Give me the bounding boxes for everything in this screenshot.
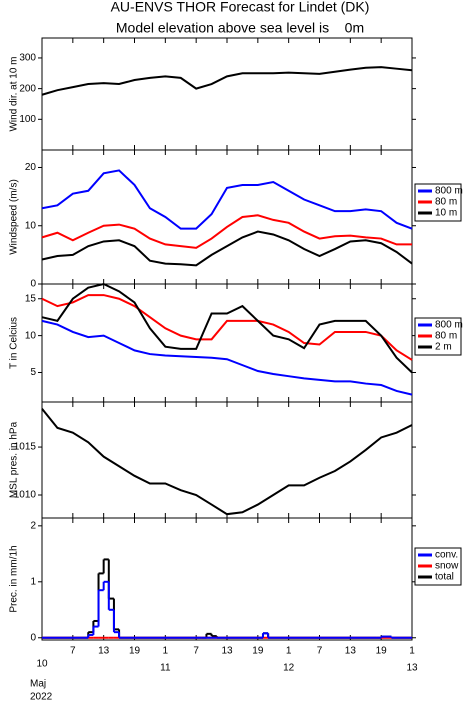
y-tick-label: 1 xyxy=(30,576,36,587)
x-tick-label: 7 xyxy=(70,646,76,657)
y-tick-label: 5 xyxy=(30,367,36,378)
x-tick-label: 19 xyxy=(252,646,264,657)
day-label: 11 xyxy=(160,663,171,674)
x-tick-label: 1 xyxy=(409,646,415,657)
x-tick-label: 1 xyxy=(163,646,169,657)
y-tick-label: 0 xyxy=(30,632,36,643)
series-line xyxy=(41,169,413,230)
y-axis-label: Windspeed (m/s) xyxy=(9,179,20,255)
y-tick-label: 10 xyxy=(25,330,37,341)
y-axis-label: Wind dir. at 10 m xyxy=(9,56,20,131)
y-axis-label: MSL pres. in hPa xyxy=(9,421,20,498)
panel-frame xyxy=(41,149,413,285)
panel-frame xyxy=(41,37,413,151)
y-tick-label: 15 xyxy=(25,293,37,304)
day-label: 10 xyxy=(36,659,48,670)
legend-label: total xyxy=(435,572,454,583)
legend-label: 80 m xyxy=(435,331,457,342)
x-tick-label: 19 xyxy=(129,646,141,657)
day-label: 12 xyxy=(283,663,295,674)
y-tick-label: 1015 xyxy=(14,442,37,453)
x-tick-label: 7 xyxy=(317,646,323,657)
legend-label: conv. xyxy=(435,550,458,561)
y-tick-label: 1010 xyxy=(14,490,37,501)
x-tick-label: 13 xyxy=(345,646,357,657)
legend-label: 800 m xyxy=(435,320,463,331)
x-tick-label: 13 xyxy=(98,646,110,657)
series-line xyxy=(41,319,413,396)
x-tick-label: 7 xyxy=(193,646,199,657)
x-tick-label: 19 xyxy=(376,646,388,657)
panel-frame xyxy=(41,401,413,519)
chart-subtitle: Model elevation above sea level is 0m xyxy=(116,20,364,36)
y-tick-label: 100 xyxy=(19,114,36,125)
legend-label: 10 m xyxy=(435,208,457,219)
panel-frame xyxy=(41,283,413,403)
series-line xyxy=(41,214,412,249)
legend-label: 800 m xyxy=(435,186,463,197)
y-tick-label: 20 xyxy=(25,162,37,173)
chart-title: AU-ENVS THOR Forecast for Lindet (DK) xyxy=(111,0,370,15)
series-line xyxy=(41,408,413,516)
month-label: Maj xyxy=(30,679,46,690)
y-axis-label: T in Celcius xyxy=(9,317,20,369)
y-tick-label: 300 xyxy=(19,53,36,64)
series-line xyxy=(41,230,413,267)
legend-label: 80 m xyxy=(435,197,457,208)
legend-label: snow xyxy=(435,561,459,572)
x-tick-label: 1 xyxy=(286,646,292,657)
series-line xyxy=(41,294,413,361)
day-label: 13 xyxy=(406,663,418,674)
legend-label: 2 m xyxy=(435,342,452,353)
y-tick-label: 2 xyxy=(30,520,36,531)
y-axis-label: Prec. in mm/1h xyxy=(9,545,20,612)
y-tick-label: 10 xyxy=(25,220,37,231)
y-tick-label: 0 xyxy=(30,279,36,290)
series-line xyxy=(41,66,413,96)
y-tick-label: 200 xyxy=(19,83,36,94)
year-label: 2022 xyxy=(30,692,53,701)
series-line xyxy=(41,282,413,374)
x-tick-label: 13 xyxy=(221,646,233,657)
